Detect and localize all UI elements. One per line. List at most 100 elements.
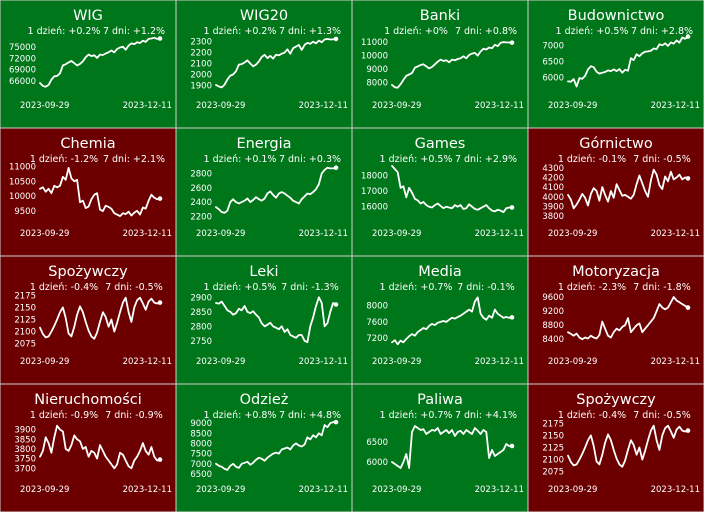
last-point-marker xyxy=(685,305,691,310)
x-start-label: 2023-09-29 xyxy=(20,101,69,111)
y-tick-label: 8400 xyxy=(542,335,564,345)
x-start-label: 2023-09-29 xyxy=(196,485,245,495)
week-change-label: 7 dni: +0.3% xyxy=(279,154,341,165)
day-change-label: 1 dzień: -2.3% xyxy=(558,282,626,293)
series-line xyxy=(215,166,337,214)
week-change-label: 7 dni: +1.2% xyxy=(103,26,165,37)
day-change-label: 1 dzień: -1.2% xyxy=(30,154,98,165)
series-line xyxy=(39,424,161,470)
x-end-label: 2023-12-11 xyxy=(651,485,700,495)
chart-panel-6: Energia 1 dzień: +0.1% 7 dni: +0.3% 2200 240… xyxy=(176,128,352,256)
y-tick-label: 2175 xyxy=(542,419,564,429)
series-line xyxy=(567,35,689,88)
panel-title: WIG20 xyxy=(240,8,288,24)
y-tick-label: 2750 xyxy=(190,337,212,347)
y-tick-label: 4100 xyxy=(542,183,564,193)
y-tick-label: 10000 xyxy=(361,52,388,62)
day-change-label: 1 dzień: -0.1% xyxy=(558,154,626,165)
last-point-marker xyxy=(509,205,515,210)
y-tick-label: 2175 xyxy=(14,291,36,301)
last-point-marker xyxy=(685,34,691,39)
panel-title: Spożywczy xyxy=(48,264,128,280)
panel-title: Budownictwo xyxy=(568,8,665,24)
y-tick-label: 7600 xyxy=(366,318,388,328)
y-tick-label: 2600 xyxy=(190,184,212,194)
y-tick-label: 9000 xyxy=(366,65,388,75)
y-tick-label: 10500 xyxy=(9,177,36,187)
chart-panel-10: Leki 1 dzień: +0.5% 7 dni: -1.3% 2750 2800 28… xyxy=(176,256,352,384)
x-start-label: 2023-09-29 xyxy=(548,229,597,239)
y-tick-label: 3900 xyxy=(542,202,564,212)
last-point-marker xyxy=(333,419,339,425)
day-change-label: 1 dzień: -0.9% xyxy=(30,410,98,421)
day-change-label: 1 dzień: +0.5% xyxy=(556,26,629,37)
panel-background xyxy=(352,128,528,256)
x-start-label: 2023-09-29 xyxy=(372,101,421,111)
last-point-marker xyxy=(157,300,163,305)
y-tick-label: 4200 xyxy=(542,173,564,183)
x-start-label: 2023-09-29 xyxy=(20,229,69,239)
x-start-label: 2023-09-29 xyxy=(372,357,421,367)
chart-panel-11: Media 1 dzień: +0.7% 7 dni: -0.1% 7200 7600 8… xyxy=(352,256,528,384)
panel-background xyxy=(352,0,528,128)
week-change-label: 7 dni: +0.8% xyxy=(455,26,517,37)
series-line xyxy=(391,425,513,469)
x-end-label: 2023-12-11 xyxy=(299,485,348,495)
y-tick-label: 2100 xyxy=(190,60,212,70)
y-tick-label: 2000 xyxy=(190,70,212,80)
week-change-label: 7 dni: -1.3% xyxy=(281,282,339,293)
day-change-label: 1 dzień: +0% xyxy=(384,26,448,37)
y-tick-label: 11000 xyxy=(9,162,36,172)
y-tick-label: 2075 xyxy=(14,340,36,350)
y-tick-label: 2150 xyxy=(542,431,564,441)
chart-panel-9: Spożywczy 1 dzień: -0.4% 7 dni: -0.5% 2075 2… xyxy=(0,256,176,384)
y-tick-label: 2400 xyxy=(190,198,212,208)
y-tick-label: 75000 xyxy=(9,43,36,53)
y-tick-label: 2850 xyxy=(190,308,212,318)
chart-panel-5: Chemia 1 dzień: -1.2% 7 dni: +2.1% 9500 1000… xyxy=(0,128,176,256)
x-start-label: 2023-09-29 xyxy=(20,357,69,367)
day-change-label: 1 dzień: -0.4% xyxy=(30,282,98,293)
panel-title: Motoryzacja xyxy=(572,264,660,280)
y-tick-label: 16000 xyxy=(361,203,388,213)
chart-panel-3: Banki 1 dzień: +0% 7 dni: +0.8% 8000 9000 100… xyxy=(352,0,528,128)
last-point-marker xyxy=(685,176,691,181)
panel-title: Energia xyxy=(236,136,291,152)
x-end-label: 2023-12-11 xyxy=(651,357,700,367)
y-tick-label: 9200 xyxy=(542,307,564,317)
chart-panel-15: Paliwa 1 dzień: +0.7% 7 dni: +4.1% 6000 6500… xyxy=(352,384,528,512)
x-end-label: 2023-12-11 xyxy=(475,229,524,239)
chart-panel-13: Nieruchomości 1 dzień: -0.9% 7 dni: -0.9% 3… xyxy=(0,384,176,512)
x-end-label: 2023-12-11 xyxy=(123,357,172,367)
chart-panel-12: Motoryzacja 1 dzień: -2.3% 7 dni: -1.8% 840… xyxy=(528,256,704,384)
y-tick-label: 6500 xyxy=(366,438,388,448)
panel-background xyxy=(0,128,176,256)
chart-panel-16: Spożywczy 1 dzień: -0.4% 7 dni: -0.5% 2075 2… xyxy=(528,384,704,512)
x-end-label: 2023-12-11 xyxy=(475,357,524,367)
y-tick-label: 8000 xyxy=(366,302,388,312)
series-line xyxy=(215,38,337,89)
y-tick-label: 4300 xyxy=(542,164,564,174)
y-tick-label: 6500 xyxy=(542,57,564,67)
x-start-label: 2023-09-29 xyxy=(196,101,245,111)
chart-panel-4: Budownictwo 1 dzień: +0.5% 7 dni: +2.8% 600… xyxy=(528,0,704,128)
series-line xyxy=(567,168,689,210)
y-tick-label: 9600 xyxy=(542,293,564,303)
panel-title: Górnictwo xyxy=(579,136,653,152)
series-line xyxy=(39,296,161,340)
y-tick-label: 3700 xyxy=(14,464,36,474)
x-end-label: 2023-12-11 xyxy=(299,101,348,111)
week-change-label: 7 dni: -0.5% xyxy=(633,154,691,165)
day-change-label: 1 dzień: +0.8% xyxy=(204,410,277,421)
last-point-marker xyxy=(509,40,515,45)
y-tick-label: 7200 xyxy=(366,334,388,344)
y-tick-label: 9500 xyxy=(14,207,36,217)
x-end-label: 2023-12-11 xyxy=(651,101,700,111)
y-tick-label: 2800 xyxy=(190,322,212,332)
y-tick-label: 8000 xyxy=(366,79,388,89)
x-end-label: 2023-12-11 xyxy=(123,229,172,239)
x-start-label: 2023-09-29 xyxy=(196,357,245,367)
